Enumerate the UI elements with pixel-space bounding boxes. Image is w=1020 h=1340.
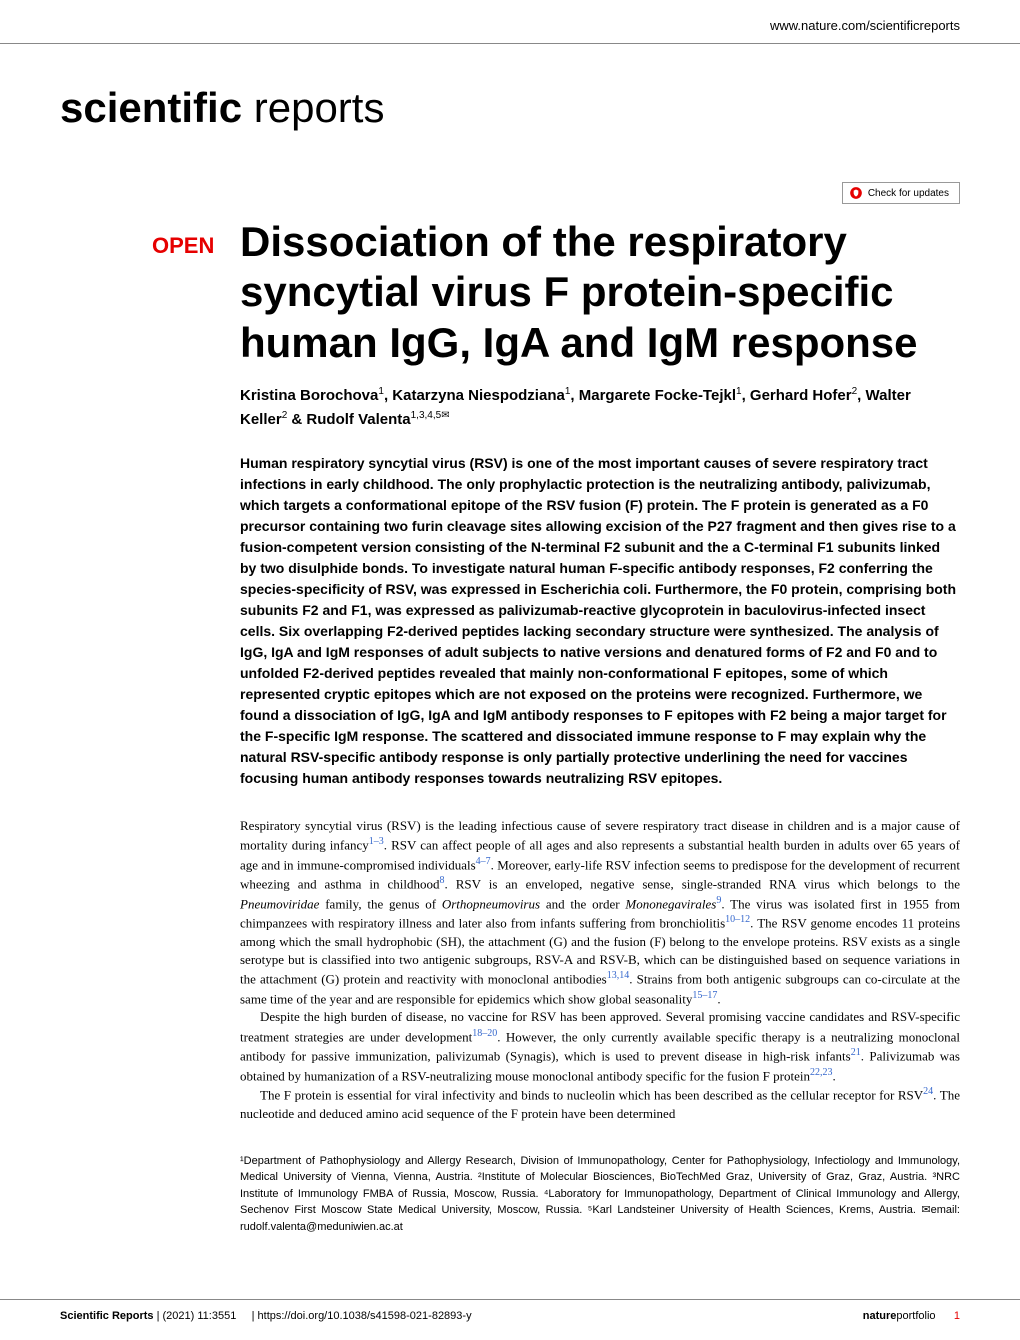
check-updates-label: Check for updates [868,188,949,199]
footer-doi: https://doi.org/10.1038/s41598-021-82893… [258,1310,472,1322]
abstract: Human respiratory syncytial virus (RSV) … [240,453,960,789]
ref-link[interactable]: 24 [923,1086,933,1097]
header-divider [0,43,1020,44]
ref-link[interactable]: 13,14 [607,970,630,981]
footer-portfolio-bold: nature [863,1310,897,1322]
authors-list: Kristina Borochova1, Katarzyna Niespodzi… [240,384,960,431]
footer-citation: (2021) 11:3551 [163,1310,237,1322]
paragraph-3: The F protein is essential for viral inf… [240,1085,960,1123]
footer-left: Scientific Reports | (2021) 11:3551 | ht… [60,1310,472,1322]
check-updates-container: Check for updates [0,182,1020,205]
footer-portfolio-light: portfolio [896,1310,935,1322]
main-content: Dissociation of the respiratory syncytia… [0,217,1020,1235]
paragraph-1: Respiratory syncytial virus (RSV) is the… [240,817,960,1008]
footer-right: natureportfolio 1 [863,1310,960,1322]
header-url: www.nature.com/scientificreports [0,0,1020,43]
ref-link[interactable]: 21 [851,1047,861,1058]
ref-link[interactable]: 10–12 [725,914,750,925]
ref-link[interactable]: 15–17 [692,990,717,1001]
journal-title-light: reports [242,84,384,131]
paragraph-2: Despite the high burden of disease, no v… [240,1008,960,1085]
journal-title: scientific reports [0,84,1020,132]
ref-link[interactable]: 1–3 [369,836,384,847]
open-access-label: OPEN [152,233,214,259]
footer-journal-name: Scientific Reports [60,1310,154,1322]
journal-title-bold: scientific [60,84,242,131]
check-updates-button[interactable]: Check for updates [842,182,960,204]
shield-icon [849,186,863,200]
footer: Scientific Reports | (2021) 11:3551 | ht… [0,1299,1020,1322]
ref-link[interactable]: 4–7 [476,856,491,867]
ref-link[interactable]: 18–20 [472,1028,497,1039]
ref-link[interactable]: 22,23 [810,1067,833,1078]
body-text: Respiratory syncytial virus (RSV) is the… [240,817,960,1123]
affiliations: ¹Department of Pathophysiology and Aller… [240,1153,960,1236]
page-number: 1 [954,1310,960,1322]
article-title: Dissociation of the respiratory syncytia… [240,217,960,368]
